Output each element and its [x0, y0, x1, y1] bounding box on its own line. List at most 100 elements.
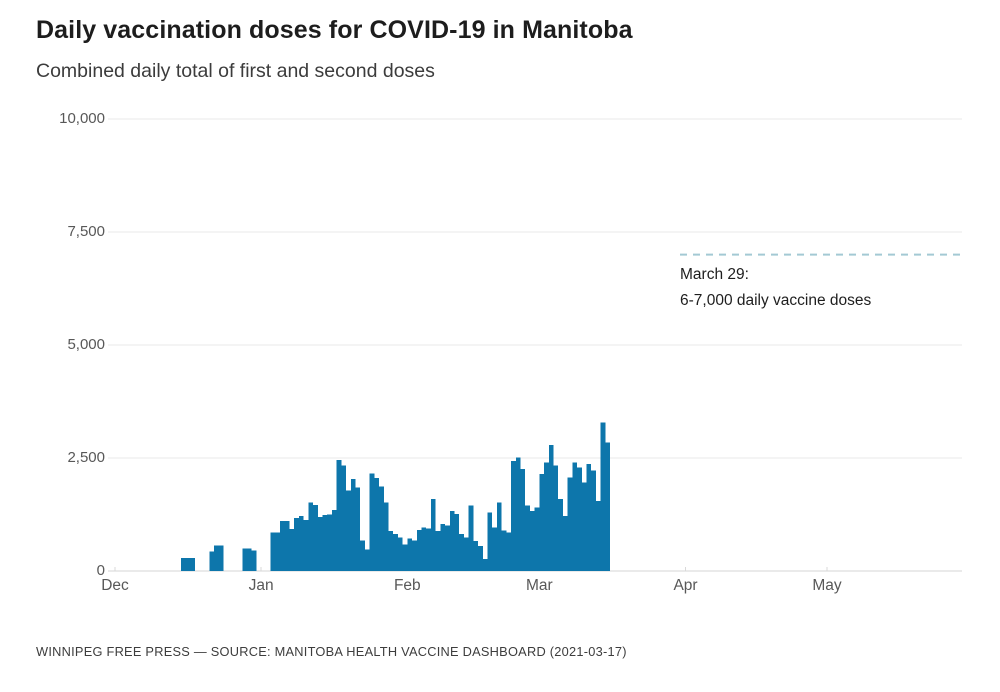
- x-axis-label: Dec: [101, 577, 129, 594]
- bar: [445, 525, 450, 571]
- bar: [393, 533, 398, 571]
- bar: [487, 512, 493, 571]
- bar: [374, 477, 380, 571]
- y-axis-label: 2,500: [67, 449, 105, 466]
- bar: [454, 514, 460, 571]
- bar: [275, 532, 281, 571]
- bar: [294, 518, 299, 571]
- bar: [289, 528, 295, 571]
- bar: [586, 464, 592, 571]
- bar: [270, 532, 276, 571]
- bar: [558, 499, 563, 571]
- bar: [511, 461, 516, 571]
- bar: [402, 544, 408, 571]
- bar: [350, 478, 356, 571]
- bar: [336, 459, 342, 571]
- bar: [449, 510, 455, 571]
- bar: [506, 532, 512, 571]
- y-axis-label: 7,500: [67, 223, 105, 240]
- bars: [181, 422, 611, 571]
- bar: [430, 499, 436, 571]
- bar: [218, 545, 224, 571]
- bar: [581, 482, 587, 571]
- bar: [577, 467, 582, 571]
- bar: [379, 486, 384, 571]
- x-axis-label: Mar: [526, 577, 553, 594]
- bar: [600, 422, 606, 571]
- annotation-line-1: March 29:: [680, 266, 749, 283]
- bar: [412, 540, 417, 571]
- bar: [595, 500, 601, 571]
- bar: [397, 537, 403, 571]
- bar: [388, 530, 394, 571]
- bar: [468, 505, 474, 571]
- bar: [303, 520, 309, 571]
- bar: [562, 515, 568, 571]
- y-axis-label: 5,000: [67, 336, 105, 353]
- bar: [298, 515, 304, 571]
- bar: [534, 507, 540, 571]
- bar: [482, 559, 488, 571]
- bar: [478, 545, 483, 571]
- bar: [463, 537, 469, 571]
- bar: [440, 523, 446, 571]
- source-credit: WINNIPEG FREE PRESS — SOURCE: MANITOBA H…: [36, 644, 627, 659]
- bar: [529, 510, 535, 571]
- page-subtitle: Combined daily total of first and second…: [36, 60, 435, 82]
- bar: [181, 557, 186, 571]
- bar: [214, 545, 219, 571]
- bar: [553, 465, 559, 571]
- bar: [459, 534, 464, 571]
- bar: [280, 520, 285, 571]
- bar: [327, 514, 332, 571]
- bar: [407, 538, 413, 571]
- bar: [496, 502, 502, 571]
- bar: [364, 549, 370, 571]
- bar: [435, 530, 441, 571]
- bar: [591, 470, 596, 571]
- bar: [355, 487, 361, 571]
- bar: [473, 540, 479, 571]
- bar: [242, 548, 248, 571]
- x-axis-label: Jan: [248, 577, 274, 594]
- y-axis-label: 0: [96, 562, 105, 579]
- bar: [346, 490, 351, 571]
- annotation-line-2: 6-7,000 daily vaccine doses: [680, 292, 872, 309]
- bar: [544, 462, 549, 571]
- bar: [539, 473, 545, 571]
- gridlines: [108, 118, 962, 572]
- bar: [308, 502, 314, 571]
- bar: [313, 504, 318, 571]
- bar: [567, 477, 573, 571]
- bar: [322, 514, 328, 571]
- bar: [421, 527, 427, 571]
- bar: [572, 462, 578, 571]
- bar: [185, 557, 191, 571]
- bar: [605, 442, 611, 571]
- bar: [251, 550, 257, 571]
- bar: [247, 548, 252, 571]
- x-axis-label: Feb: [393, 577, 421, 594]
- x-axis-label: Apr: [673, 577, 698, 594]
- bar: [492, 527, 497, 571]
- bar: [520, 468, 526, 571]
- annotation-text: March 29: 6-7,000 daily vaccine doses: [680, 262, 871, 314]
- bar: [383, 502, 389, 571]
- bar: [190, 557, 196, 571]
- y-axis-label: 10,000: [59, 110, 105, 127]
- bar: [426, 528, 431, 571]
- x-axis-label: May: [812, 577, 842, 594]
- bar: [209, 551, 215, 571]
- bar: [284, 520, 290, 571]
- bar: [331, 509, 337, 571]
- bar: [548, 444, 554, 571]
- bar: [369, 473, 375, 571]
- page-title: Daily vaccination doses for COVID-19 in …: [36, 16, 633, 44]
- bar: [360, 540, 365, 571]
- bar: [525, 505, 530, 571]
- bar: [501, 530, 507, 571]
- bar: [317, 516, 323, 571]
